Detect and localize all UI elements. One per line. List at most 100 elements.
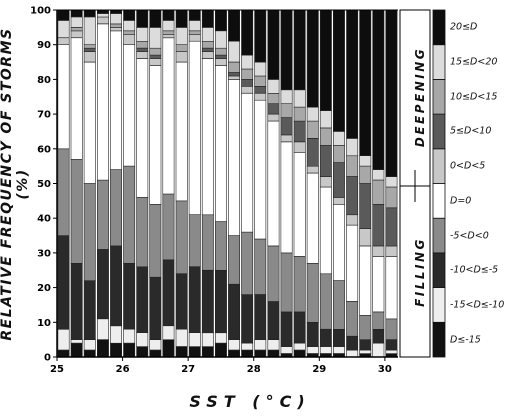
bar-segment — [175, 44, 188, 52]
bar-segment — [385, 256, 398, 320]
bar-segment — [293, 106, 306, 122]
legend-swatch — [432, 113, 446, 150]
bar-segment — [359, 245, 372, 316]
bar-segment — [385, 339, 398, 351]
bar-segment — [110, 245, 123, 327]
bar-segment — [306, 165, 319, 174]
bar-segment — [372, 328, 385, 344]
legend-swatch — [432, 183, 446, 219]
bar-segment — [123, 342, 136, 358]
bar-segment — [254, 294, 267, 340]
bar-segment — [306, 9, 319, 108]
bar-segment — [228, 61, 240, 73]
bar-segment — [332, 204, 345, 281]
bar-segment — [332, 131, 345, 146]
bar-segment — [332, 197, 345, 205]
x-tick-label: 25 — [50, 364, 64, 375]
bar-segment — [136, 197, 149, 268]
bar-segment — [149, 204, 162, 278]
bar-segment — [188, 33, 201, 42]
bar-segment — [175, 273, 188, 330]
bar-segment — [215, 58, 227, 66]
bar-segment — [175, 200, 188, 275]
bar-segment — [215, 9, 227, 32]
legend-swatch — [432, 9, 446, 46]
bar-segment — [149, 47, 162, 56]
bar-segment — [306, 138, 319, 167]
y-tick-label: 20 — [37, 283, 51, 294]
x-axis-label: SST (°C) — [189, 392, 311, 411]
bar-segment — [241, 68, 254, 80]
bar-segment — [149, 65, 162, 205]
bar-segment — [201, 27, 214, 42]
bar-segment — [162, 339, 175, 358]
bar-segment — [136, 332, 149, 347]
bar-segment — [267, 349, 280, 358]
bar-segment — [57, 37, 70, 45]
bar-segment — [385, 318, 398, 340]
bar-segment — [385, 186, 398, 209]
y-tick-label: 50 — [37, 179, 51, 190]
bar-segment — [254, 61, 267, 77]
bar-segment — [201, 58, 214, 216]
bar-segment — [136, 27, 149, 42]
bar-segment — [319, 127, 332, 146]
bar-segment — [332, 145, 345, 163]
legend-swatch — [432, 44, 446, 80]
bar-segment — [162, 20, 175, 32]
bar-segment — [188, 9, 201, 21]
bar-segment — [175, 346, 188, 358]
bar-segment — [280, 103, 293, 118]
bar-segment — [162, 33, 175, 39]
bar-segment — [241, 342, 254, 351]
bar-segment — [57, 328, 70, 351]
bar-segment — [359, 349, 372, 354]
legend-swatch — [432, 79, 446, 115]
bar-segment — [175, 27, 188, 45]
bar-segment — [359, 183, 372, 229]
y-tick-label: 40 — [37, 214, 51, 225]
legend-label: -5<D<0 — [450, 230, 489, 241]
y-tick-label: 10 — [37, 318, 51, 329]
bar-segment — [123, 20, 136, 32]
bar-segment — [228, 283, 240, 340]
bar-segment — [57, 44, 70, 150]
bar-segment — [228, 339, 240, 351]
bar-segment — [267, 301, 280, 341]
bar-segment — [201, 9, 214, 28]
bar-segment — [372, 169, 385, 181]
bar-segment — [267, 113, 280, 122]
bar-segment — [280, 252, 293, 313]
bar-segment — [57, 20, 70, 38]
bar-segment — [293, 349, 306, 358]
bar-segment — [241, 93, 254, 233]
bar-segment — [149, 9, 162, 28]
bar-segment — [57, 235, 70, 330]
y-tick-label: 90 — [37, 40, 51, 51]
bar-segment — [346, 176, 359, 216]
bar-segment — [254, 75, 267, 87]
bar-segment — [215, 269, 227, 334]
bar-segment — [215, 332, 227, 344]
bar-segment — [280, 141, 293, 254]
bar-segment — [188, 214, 201, 267]
bar-segment — [319, 176, 332, 188]
bar-segment — [188, 266, 201, 333]
bar-segment — [346, 9, 359, 139]
legend-label: 20≤D — [450, 21, 478, 33]
bar-segment — [254, 86, 267, 94]
bar-segment — [293, 120, 306, 143]
bar-segment — [83, 16, 96, 45]
bar-segment — [228, 9, 240, 42]
bar-segment — [228, 349, 240, 358]
bar-segment — [175, 328, 188, 347]
bar-segment — [228, 40, 240, 63]
bar-segment — [228, 79, 240, 236]
bar-segment — [83, 61, 96, 184]
bar-segment — [175, 51, 188, 63]
bar-segment — [188, 346, 201, 358]
bar-segment — [215, 30, 227, 49]
bar-segment — [332, 346, 345, 354]
bar-segment — [372, 179, 385, 205]
bar-segment — [359, 315, 372, 340]
